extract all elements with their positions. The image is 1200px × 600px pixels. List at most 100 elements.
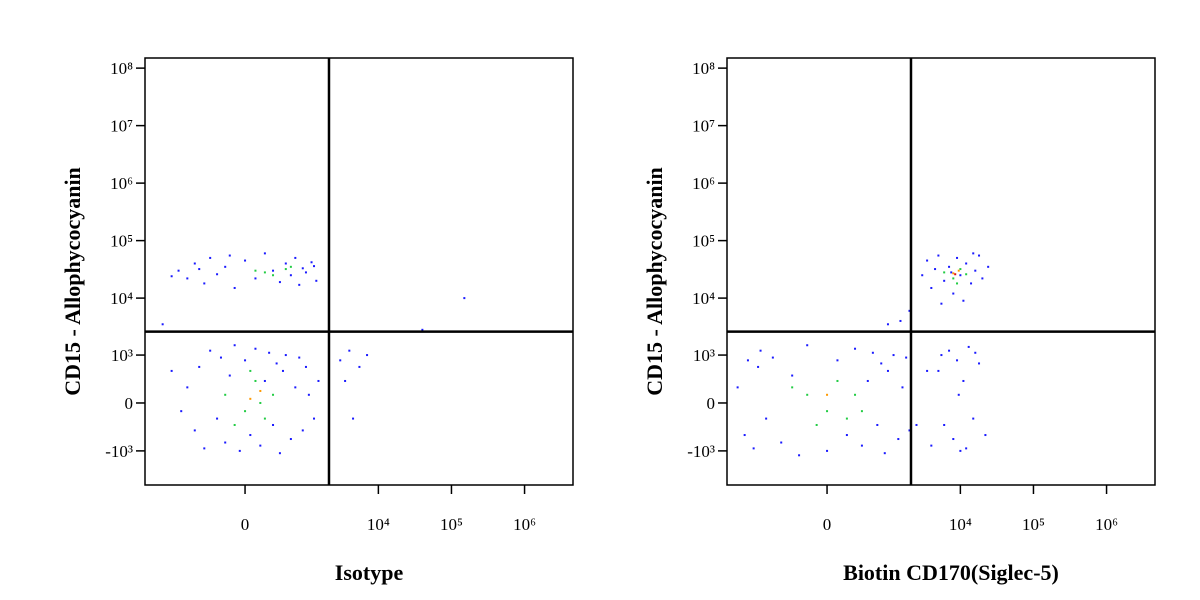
y-tick-label: 10³ [111,346,133,365]
data-point [198,268,201,271]
data-point [957,269,960,272]
data-point [254,277,257,280]
x-tick-label: 10⁵ [1022,515,1045,534]
data-point [281,369,284,372]
data-point [263,252,266,255]
data-point [952,438,955,441]
data-point [224,393,227,396]
data-point [987,265,990,268]
data-point [974,269,977,272]
data-point [934,268,937,271]
data-point [193,429,196,432]
data-point [177,269,180,272]
data-point [908,429,911,432]
y-tick-label: 10⁶ [110,174,133,193]
data-point [278,281,281,284]
data-point [272,274,275,277]
data-point [339,359,342,362]
data-point [871,351,874,354]
data-point [186,277,189,280]
data-point [962,379,965,382]
data-point [249,397,252,400]
x-tick-label: 10⁴ [367,515,390,534]
data-point [798,454,801,457]
data-point [952,292,955,295]
data-point [170,275,173,278]
data-point [806,393,809,396]
data-point [972,252,975,255]
data-point [984,434,987,437]
data-point [950,271,953,274]
data-point [289,438,292,441]
data-point [967,345,970,348]
data-point [815,423,818,426]
x-axis-label: Isotype [335,560,404,585]
data-point [233,286,236,289]
y-tick-label: 10⁸ [692,59,715,78]
data-point [284,354,287,357]
x-axis-label: Biotin CD170(Siglec-5) [843,560,1059,585]
data-point [249,434,252,437]
data-point [746,359,749,362]
data-point [161,323,164,326]
data-point [315,279,318,282]
plot-panel: 0 10⁴ 10⁵ 10⁶ -10³ 0 10³ 10⁴ 10⁵ 10⁶ 10⁷ 10⁸ Biotin … [642,57,1156,585]
data-point [278,452,281,455]
data-point [289,274,292,277]
x-tick-label: 10⁴ [949,515,972,534]
data-point [244,359,247,362]
data-point [836,379,839,382]
data-point [930,286,933,289]
y-tick-label: -10³ [687,442,715,461]
data-point [289,265,292,268]
y-tick-label: 10⁷ [110,117,133,136]
data-point [974,351,977,354]
data-point [736,386,739,389]
data-point [845,417,848,420]
data-point [866,379,869,382]
data-point [180,410,183,413]
data-point [952,277,955,280]
data-point [806,344,809,347]
data-point [263,379,266,382]
x-tick-label: 0 [823,515,832,534]
y-tick-label: 0 [707,394,716,413]
data-point [791,374,794,377]
data-point [883,452,886,455]
y-tick-label: 10⁴ [110,289,133,308]
data-point [905,356,908,359]
data-point [880,362,883,365]
data-point [275,362,278,365]
data-point [344,379,347,382]
y-tick-label: 10³ [693,346,715,365]
data-point [978,362,981,365]
data-point [310,261,313,264]
y-axis-label: CD15 - Allophycocyanin [642,167,667,396]
data-point [254,379,257,382]
data-point [957,393,960,396]
data-point [259,389,262,392]
data-point [959,268,962,271]
data-point [943,423,946,426]
data-point [238,449,241,452]
data-point [307,393,310,396]
data-point [224,441,227,444]
data-point [254,347,257,350]
y-tick-label: 10⁵ [110,232,133,251]
data-point [836,359,839,362]
data-point [219,356,222,359]
data-point [926,259,929,262]
data-point [759,349,762,352]
data-point [926,369,929,372]
data-point [886,323,889,326]
data-point [892,354,895,357]
data-point [930,444,933,447]
data-point [170,369,173,372]
data-point [233,344,236,347]
data-point [304,271,307,274]
data-point [203,282,206,285]
data-point [186,386,189,389]
data-point [272,423,275,426]
data-point [209,256,212,259]
